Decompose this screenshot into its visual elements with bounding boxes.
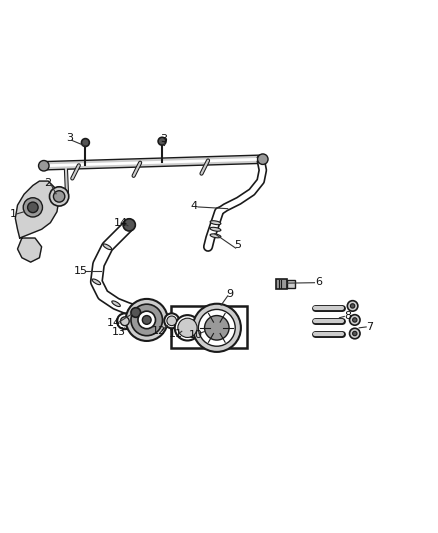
Circle shape [258,154,268,165]
Text: 9: 9 [226,289,233,298]
Circle shape [205,316,229,340]
Circle shape [142,316,151,324]
Circle shape [23,198,42,217]
Circle shape [198,310,235,346]
Text: 14: 14 [113,217,127,228]
Text: 1: 1 [10,209,17,219]
Circle shape [131,304,162,336]
Circle shape [123,219,135,231]
Circle shape [126,299,168,341]
Text: 12: 12 [152,326,166,336]
Text: 2: 2 [44,178,51,188]
Ellipse shape [210,234,221,238]
Bar [171,306,247,348]
Ellipse shape [210,221,221,225]
Text: 7: 7 [367,322,374,332]
Text: 6: 6 [315,277,322,287]
Circle shape [28,202,38,213]
Circle shape [350,314,360,325]
Text: 10: 10 [189,330,203,340]
Text: 8: 8 [345,311,352,320]
Circle shape [350,304,355,308]
Polygon shape [15,181,59,238]
Bar [276,279,287,289]
Circle shape [353,318,357,322]
Circle shape [347,301,358,311]
Text: 3: 3 [160,134,167,144]
Text: 14: 14 [107,318,121,328]
Text: 5: 5 [234,240,241,251]
Circle shape [39,160,49,171]
Circle shape [353,332,357,336]
Ellipse shape [112,301,120,306]
Text: 13: 13 [112,327,126,337]
Circle shape [49,187,69,206]
Circle shape [117,313,133,329]
Ellipse shape [178,318,197,337]
Circle shape [138,311,155,329]
Polygon shape [18,238,42,262]
Ellipse shape [164,313,179,328]
Text: 15: 15 [74,266,88,276]
Ellipse shape [167,316,177,326]
Circle shape [158,138,166,145]
Circle shape [53,191,65,202]
Circle shape [120,317,129,326]
Bar [287,280,295,288]
Circle shape [193,304,241,352]
Text: 11: 11 [169,328,183,338]
Ellipse shape [103,244,112,249]
Ellipse shape [175,315,200,341]
Text: 4: 4 [190,201,197,211]
Circle shape [81,139,89,147]
Ellipse shape [210,227,221,231]
Circle shape [131,308,141,317]
Ellipse shape [92,279,101,285]
Text: 3: 3 [66,133,73,143]
Circle shape [350,328,360,339]
